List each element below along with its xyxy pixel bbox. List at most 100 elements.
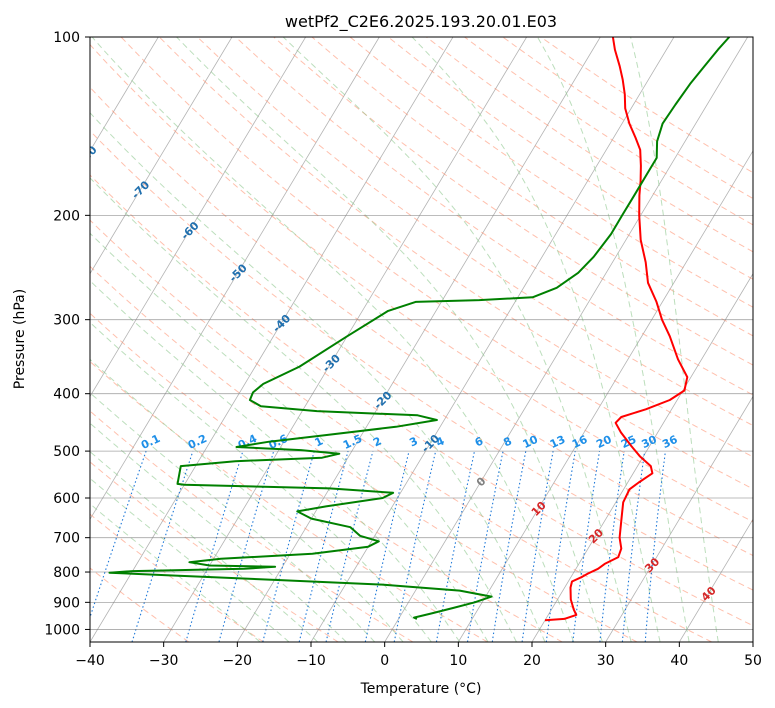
isotherm-line	[90, 37, 454, 642]
x-tick-label: 30	[597, 653, 615, 669]
mixing-ratio-line	[262, 450, 315, 642]
dry-adiabat	[349, 37, 753, 308]
mixing-ratio-label: 6	[473, 434, 486, 449]
dry-adiabat	[197, 37, 753, 427]
dry-adiabat	[426, 37, 753, 253]
isotherm-label: -60	[178, 219, 201, 242]
isotherm-label: 40	[699, 584, 719, 604]
dry-adiabat	[90, 219, 712, 642]
moist-adiabat	[90, 280, 461, 642]
moist-adiabat	[91, 37, 575, 642]
mixing-ratio-line	[218, 450, 275, 642]
pressure-gridlines	[90, 36, 753, 630]
moist-adiabat	[90, 232, 489, 642]
x-tick-label: 20	[523, 653, 541, 669]
dry-adiabat	[90, 265, 638, 642]
isotherm-label: -40	[270, 312, 293, 335]
y-tick-label: 200	[53, 208, 80, 224]
dry-adiabat	[235, 37, 753, 396]
dry-adiabat	[90, 360, 488, 642]
isotherm-label: 0	[474, 474, 489, 489]
mixing-ratio-label: 36	[660, 433, 680, 451]
mixing-ratio-line	[364, 450, 410, 642]
y-tick-label: 700	[53, 531, 80, 547]
isotherm-label: -90	[27, 103, 50, 126]
isotherm-label: -50	[227, 261, 250, 284]
dry-adiabat	[90, 461, 339, 642]
y-tick-label: 1000	[44, 622, 80, 638]
x-tick-label: 40	[670, 653, 688, 669]
moist-adiabat	[90, 112, 546, 642]
moist-adiabat	[537, 37, 690, 642]
dry-adiabat	[90, 174, 753, 627]
mixing-ratio-label: 10	[521, 433, 541, 451]
mixing-ratio-line	[644, 451, 666, 642]
moist-adiabat	[90, 503, 261, 642]
dry-adiabat	[273, 37, 753, 366]
x-tick-label: 50	[744, 653, 762, 669]
moist-adiabat	[90, 392, 376, 642]
dry-adiabat	[90, 513, 264, 642]
mixing-ratio-label: 0.1	[139, 432, 162, 452]
mixing-ratio-label: 8	[501, 434, 513, 449]
isotherm-label: 20	[586, 526, 606, 546]
mixing-ratio-label: 30	[640, 433, 660, 451]
y-tick-label: 500	[53, 444, 80, 460]
x-tick-label: −10	[296, 653, 326, 669]
moist-adiabat	[282, 37, 632, 642]
dry-adiabat	[387, 37, 753, 280]
mixing-ratio-label: 1.5	[341, 432, 364, 452]
isotherm-line	[310, 37, 675, 642]
moist-adiabat	[90, 422, 347, 642]
x-axis-label: Temperature (°C)	[360, 681, 482, 697]
x-tick-label: 10	[449, 653, 467, 669]
y-tick-label: 900	[53, 595, 80, 611]
line-annotations: -100-90-80-70-60-50-40-30-20-10010203040…	[27, 103, 719, 604]
mixing-ratio-line	[131, 450, 194, 642]
isotherm-label: -70	[129, 178, 152, 201]
isotherm-label: -30	[320, 351, 343, 374]
plot-frame	[89, 36, 754, 643]
moist-adiabat	[90, 450, 319, 642]
temperature-profile-line	[544, 37, 689, 622]
y-tick-label: 600	[53, 491, 80, 507]
isotherm-line	[752, 641, 753, 642]
isotherm-line	[236, 37, 601, 642]
y-axis: 100 200 300 400 500 600 700 800 900 1000	[44, 30, 90, 638]
isotherm-line	[605, 395, 753, 642]
mixing-ratio-line	[572, 451, 601, 642]
x-tick-label: −20	[223, 653, 253, 669]
y-tick-label: 800	[53, 565, 80, 581]
isotherm-line	[90, 37, 380, 520]
mixing-ratio-line	[621, 451, 646, 642]
dry-adiabat	[158, 37, 753, 458]
isotherm-line	[457, 150, 753, 642]
mixing-ratio-label: 16	[570, 433, 590, 451]
x-axis: −40 −30 −20 −10 0 10 20 30 40 50	[75, 642, 762, 669]
x-tick-label: −40	[75, 653, 105, 669]
mixing-ratio-line	[521, 451, 554, 642]
isotherm-line	[0, 37, 11, 642]
isotherm-label: -80	[76, 143, 99, 166]
isotherm-line	[90, 37, 307, 398]
dry-adiabat	[120, 37, 753, 490]
moist-adiabat	[411, 37, 661, 642]
y-tick-label: 100	[53, 30, 80, 46]
mixing-ratio-line	[298, 450, 349, 642]
isotherm-line	[163, 37, 528, 642]
x-tick-label: −30	[149, 653, 179, 669]
y-tick-label: 300	[53, 313, 80, 329]
series-layer	[108, 37, 731, 622]
dry-adiabat	[311, 37, 753, 337]
chart-title: wetPf2_C2E6.2025.193.20.01.E03	[285, 12, 557, 32]
dewpoint-profile-line	[108, 37, 731, 620]
mixing-ratio-line	[393, 450, 437, 642]
dry-adiabat	[90, 567, 190, 642]
y-tick-label: 400	[53, 387, 80, 403]
y-axis-label: Pressure (hPa)	[12, 289, 28, 389]
mixing-ratio-label: 20	[594, 433, 614, 451]
mixing-ratio-line	[599, 451, 625, 642]
moist-adiabat	[90, 321, 432, 642]
